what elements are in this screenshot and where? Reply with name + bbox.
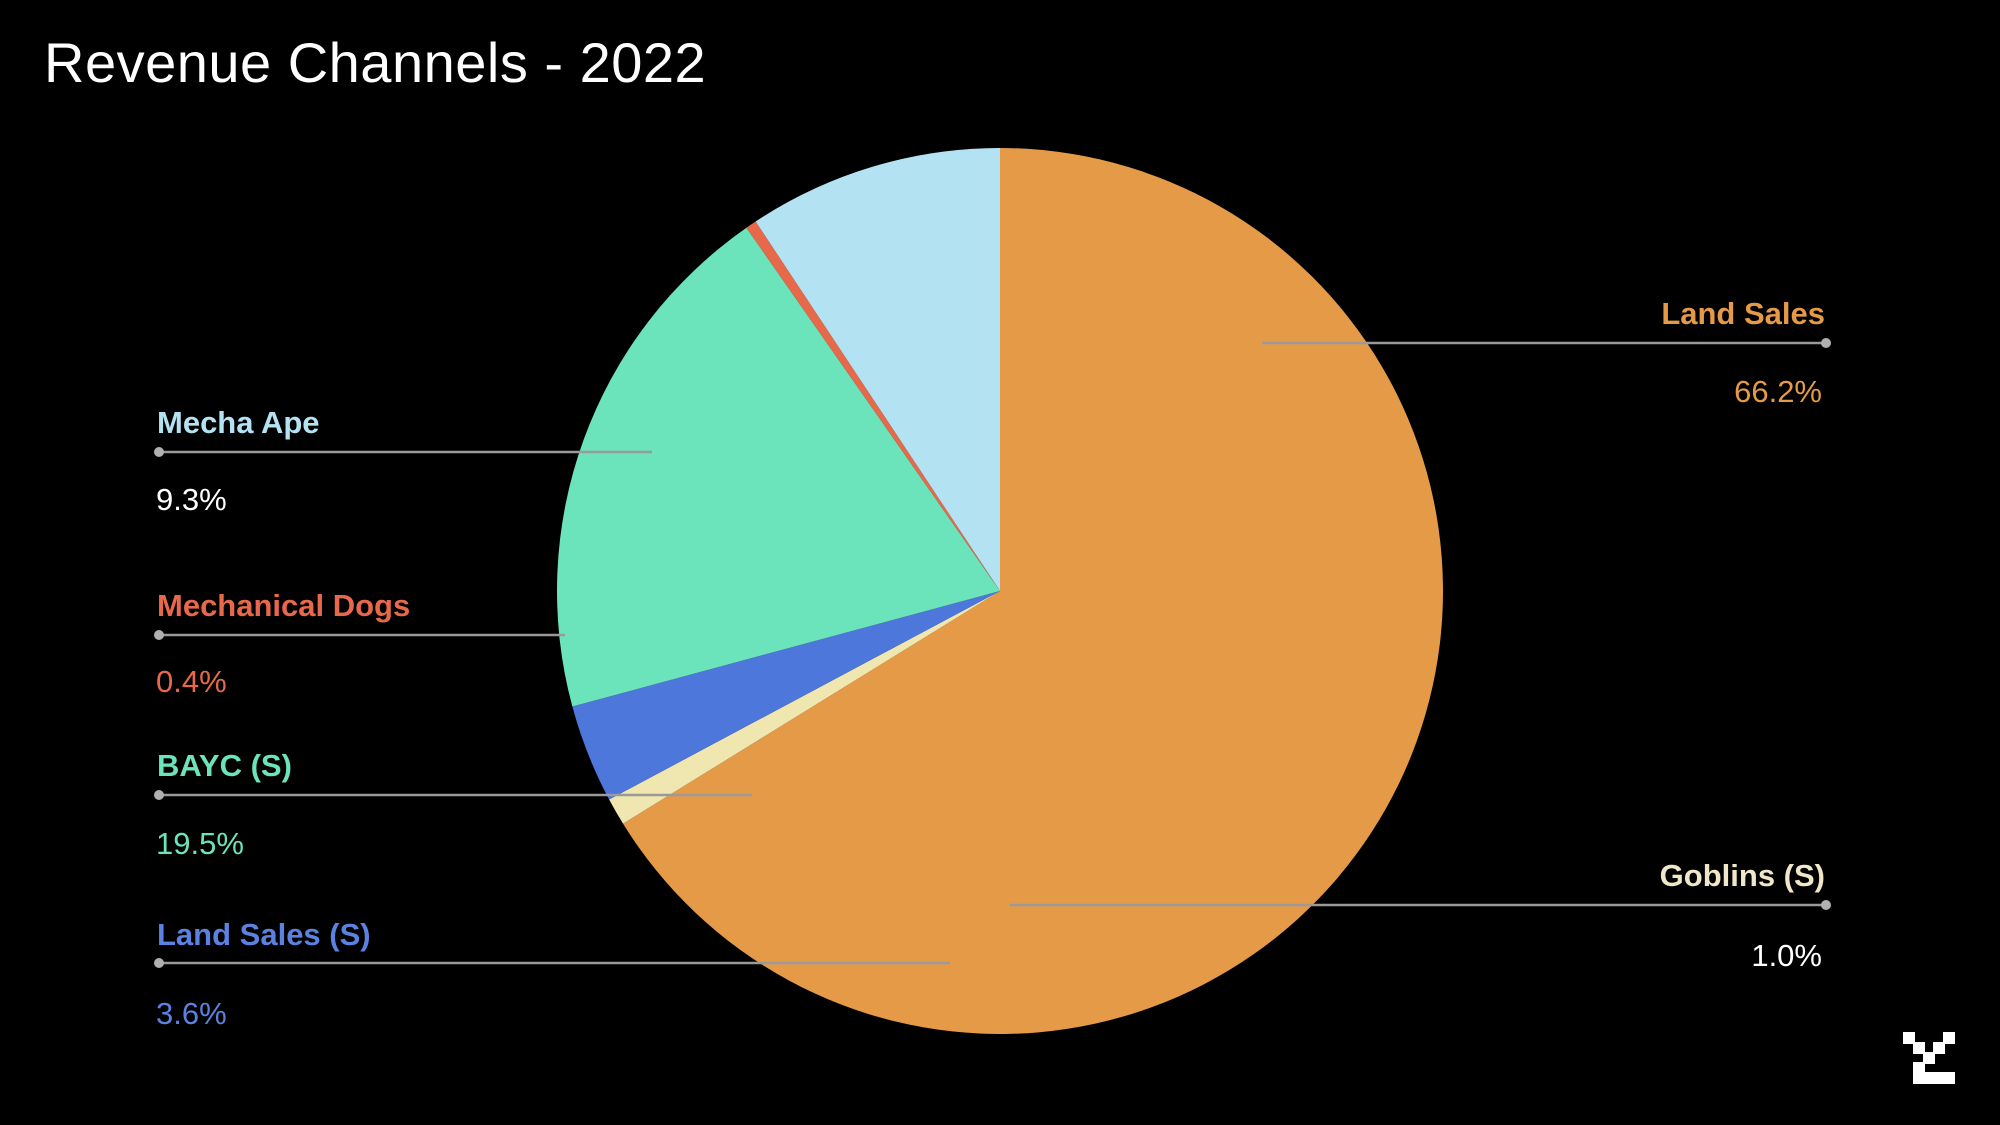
slice-value-goblins-s: 1.0% [1751,938,1822,973]
slice-label-land-sales-s: Land Sales (S) [157,917,371,952]
brand-mark-icon [1903,1032,1955,1084]
leader-dot-mecha-ape [154,447,164,457]
slice-label-goblins-s: Goblins (S) [1660,858,1825,893]
leader-dot-goblins-s [1821,900,1831,910]
slice-label-land-sales: Land Sales [1661,296,1825,331]
pie-slice-goblins-s [609,591,1000,824]
slice-labels: Land Sales 66.2% Goblins (S) 1.0% Land Sales… [156,296,1825,1031]
slice-value-bayc-s: 19.5% [156,826,244,861]
leader-dot-bayc-s [154,790,164,800]
slice-value-mecha-ape: 9.3% [156,482,227,517]
pie-slice-mechanical-dogs [746,221,1000,591]
slice-value-land-sales-s: 3.6% [156,996,227,1031]
slice-value-land-sales: 66.2% [1734,374,1822,409]
pie-slice-bayc-s [557,227,1000,707]
leader-dot-land-sales-s [154,958,164,968]
pie-slice-land-sales [623,148,1444,1034]
slice-label-mecha-ape: Mecha Ape [157,405,320,440]
leader-dot-mechanical-dogs [154,630,164,640]
pie-slice-mecha-ape [755,148,1000,591]
slice-label-bayc-s: BAYC (S) [157,748,292,783]
pie-slices [557,148,1444,1034]
slice-value-mechanical-dogs: 0.4% [156,664,227,699]
page-title: Revenue Channels - 2022 [44,31,707,94]
pie-slice-land-sales-s [572,591,1000,800]
slice-label-mechanical-dogs: Mechanical Dogs [157,588,410,623]
leader-lines [154,338,1831,968]
leader-dot-land-sales [1821,338,1831,348]
